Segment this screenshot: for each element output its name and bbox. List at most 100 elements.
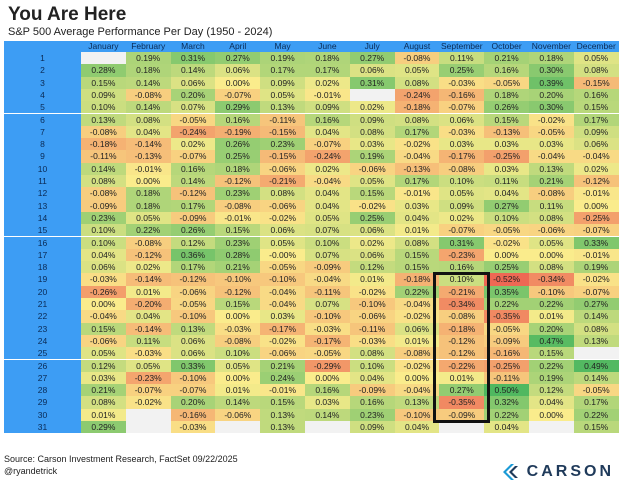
value-cell: 0.02%	[349, 101, 395, 114]
value-cell: -0.15%	[573, 76, 619, 89]
value-cell: -0.21%	[260, 175, 305, 188]
value-cell: -0.04%	[394, 150, 440, 163]
value-cell: -0.04%	[394, 384, 440, 397]
value-cell: -0.14%	[125, 322, 171, 335]
value-cell: 0.09%	[81, 88, 126, 102]
month-header: August	[394, 41, 440, 52]
value-cell: 0.08%	[573, 64, 619, 77]
value-cell: -0.12%	[170, 187, 216, 200]
value-cell: 0.26%	[170, 224, 216, 237]
value-cell: 0.22%	[573, 408, 619, 421]
day-label: 29	[4, 396, 81, 409]
value-cell: -0.08%	[439, 162, 485, 175]
blank-cell	[305, 421, 350, 434]
header-corner	[4, 41, 81, 52]
value-cell: 0.17%	[573, 396, 619, 409]
value-cell: 0.08%	[349, 347, 395, 360]
value-cell: 0.27%	[573, 298, 619, 311]
value-cell: -0.03%	[125, 347, 171, 360]
value-cell: -0.03%	[439, 125, 485, 139]
value-cell: -0.10%	[170, 371, 216, 385]
value-cell: -0.19%	[215, 125, 261, 139]
value-cell: 0.30%	[529, 64, 574, 77]
value-cell: 0.04%	[305, 199, 350, 212]
value-cell: 0.05%	[305, 211, 350, 225]
value-cell: 0.01%	[125, 285, 171, 298]
value-cell: 0.08%	[573, 322, 619, 335]
value-cell: -0.07%	[439, 224, 485, 237]
carson-logo-text: CARSON	[526, 463, 614, 480]
value-cell: 0.04%	[529, 396, 574, 409]
value-cell: 0.13%	[394, 396, 440, 409]
value-cell: 0.23%	[215, 236, 261, 249]
value-cell: 0.29%	[81, 421, 126, 434]
value-cell: 0.50%	[484, 384, 529, 397]
value-cell: 0.03%	[394, 199, 440, 212]
value-cell: 0.39%	[529, 76, 574, 89]
value-cell: -0.04%	[305, 273, 350, 286]
value-cell: -0.09%	[305, 261, 350, 274]
value-cell: 0.15%	[260, 396, 305, 409]
value-cell: 0.33%	[573, 236, 619, 249]
value-cell: -0.13%	[394, 162, 440, 175]
day-label: 27	[4, 371, 81, 385]
value-cell: 0.10%	[305, 236, 350, 249]
value-cell: -0.09%	[439, 408, 485, 421]
value-cell: -0.25%	[573, 211, 619, 225]
value-cell: 0.02%	[125, 261, 171, 274]
value-cell: 0.13%	[573, 334, 619, 348]
value-cell: 0.08%	[394, 76, 440, 89]
value-cell: -0.02%	[394, 310, 440, 323]
value-cell: -0.12%	[439, 347, 485, 360]
value-cell: -0.24%	[394, 88, 440, 102]
value-cell: 0.16%	[170, 162, 216, 175]
value-cell: 0.05%	[529, 236, 574, 249]
value-cell: -0.05%	[484, 322, 529, 335]
value-cell: -0.04%	[305, 175, 350, 188]
value-cell: 0.00%	[305, 371, 350, 385]
value-cell: 0.13%	[260, 408, 305, 421]
month-header: April	[215, 41, 261, 52]
day-label: 21	[4, 298, 81, 311]
value-cell: -0.08%	[81, 125, 126, 139]
day-label: 13	[4, 199, 81, 212]
value-cell: -0.02%	[484, 236, 529, 249]
value-cell: 0.07%	[305, 248, 350, 262]
value-cell: 0.09%	[439, 199, 485, 212]
day-label: 5	[4, 101, 81, 114]
value-cell: 0.15%	[349, 187, 395, 200]
value-cell: -0.05%	[484, 224, 529, 237]
value-cell: 0.09%	[260, 76, 305, 89]
value-cell: 0.10%	[81, 101, 126, 114]
value-cell: 0.06%	[349, 64, 395, 77]
value-cell: 0.27%	[484, 199, 529, 212]
value-cell: -0.06%	[260, 347, 305, 360]
value-cell: -0.01%	[215, 211, 261, 225]
month-header: November	[529, 41, 574, 52]
day-label: 3	[4, 76, 81, 89]
value-cell: 0.16%	[573, 88, 619, 102]
value-cell: 0.22%	[484, 298, 529, 311]
value-cell: 0.20%	[170, 88, 216, 102]
value-cell: 0.08%	[260, 187, 305, 200]
value-cell: -0.25%	[484, 150, 529, 163]
blank-cell	[215, 421, 261, 434]
value-cell: 0.23%	[260, 138, 305, 151]
value-cell: 0.03%	[81, 371, 126, 385]
value-cell: -0.07%	[170, 150, 216, 163]
value-cell: -0.07%	[439, 101, 485, 114]
value-cell: 0.14%	[573, 371, 619, 385]
value-cell: -0.10%	[529, 285, 574, 298]
value-cell: 0.22%	[484, 408, 529, 421]
value-cell: -0.10%	[305, 310, 350, 323]
value-cell: -0.07%	[125, 384, 171, 397]
value-cell: 0.13%	[529, 162, 574, 175]
value-cell: -0.20%	[125, 298, 171, 311]
value-cell: -0.12%	[215, 175, 261, 188]
value-cell: 0.25%	[349, 211, 395, 225]
day-label: 1	[4, 52, 81, 65]
value-cell: 0.18%	[305, 52, 350, 65]
value-cell: -0.14%	[125, 138, 171, 151]
day-label: 8	[4, 138, 81, 151]
day-label: 25	[4, 347, 81, 360]
